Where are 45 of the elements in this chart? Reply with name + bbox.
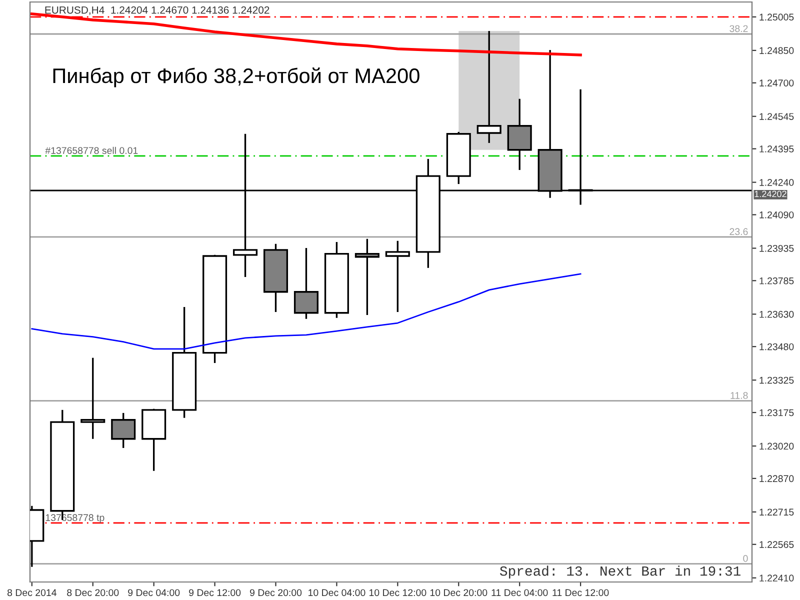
annotation: 0	[743, 555, 748, 562]
x-tick-label: 10 Dec 04:00	[308, 589, 366, 596]
annotation: 38.2	[730, 25, 748, 32]
y-tick-label: 1.23480	[760, 343, 794, 350]
x-tick-label: 8 Dec 20:00	[67, 589, 119, 596]
x-tick-label: 9 Dec 12:00	[189, 589, 241, 596]
ref-line-label: 1.24202	[754, 190, 786, 198]
candlestick	[385, 240, 410, 313]
y-tick-label: 1.23785	[760, 277, 794, 284]
candlestick	[294, 247, 318, 320]
candlestick	[111, 412, 136, 449]
y-tick-label: 1.22715	[760, 508, 794, 516]
candlestick	[80, 356, 106, 440]
y-tick-label: 1.24700	[760, 80, 794, 86]
x-tick-label: 8 Dec 2014	[7, 589, 56, 596]
y-tick-label: 1.24240	[760, 179, 794, 186]
y-tick-label: 1.23175	[760, 409, 794, 416]
candlestick	[354, 238, 380, 316]
x-tick-label: 10 Dec 12:00	[369, 589, 426, 596]
candlestick	[507, 98, 532, 171]
y-tick-label: 1.22565	[760, 541, 794, 548]
x-tick-label: 11 Dec 12:00	[552, 589, 609, 596]
annotation: Spread: 13. Next Bar in 19:31	[500, 566, 740, 579]
y-tick-label: 1.24395	[760, 146, 794, 152]
annotation: 23.6	[730, 228, 748, 236]
y-tick-label: 1.25005	[760, 14, 794, 21]
x-tick-label: 9 Dec 20:00	[250, 589, 302, 596]
annotation: 11.8	[730, 392, 748, 399]
y-tick-label: 1.22870	[760, 475, 794, 482]
y-tick-label: 1.22410	[760, 574, 794, 582]
y-tick-label: 1.23325	[760, 376, 794, 384]
line-series	[31, 273, 582, 350]
annotation: EURUSD,H4 1.24204 1.24670 1.24136 1.24202	[45, 6, 270, 15]
y-tick-label: 1.24090	[760, 211, 794, 218]
ref-line-label: #137658778 sell 0.01	[45, 146, 138, 154]
x-tick-label: 10 Dec 20:00	[430, 589, 488, 596]
y-tick-label: 1.24545	[760, 113, 794, 120]
y-tick-label: 1.23935	[760, 244, 794, 252]
y-tick-label: 1.23020	[760, 442, 794, 450]
x-tick-label: 9 Dec 04:00	[128, 589, 180, 596]
y-tick-label: 1.24850	[760, 47, 794, 54]
x-tick-label: 11 Dec 04:00	[492, 589, 548, 596]
y-tick-label: 1.23630	[760, 310, 794, 318]
text: Пинбар от Фибо 38,2+отбой от МА200	[53, 68, 420, 88]
candlestick	[476, 30, 502, 144]
